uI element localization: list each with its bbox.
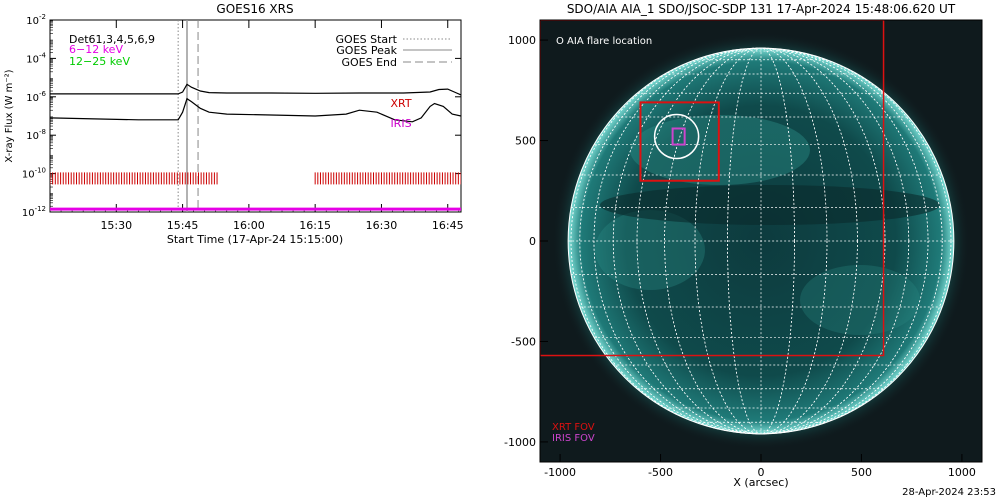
legend-goes-end: GOES End [341, 56, 397, 69]
goes-series [50, 83, 461, 123]
y-tick-label: 500 [515, 135, 536, 148]
goes-x-axis-label: Start Time (17-Apr-24 15:15:00) [167, 233, 343, 246]
x-tick-label: 15:45 [167, 219, 199, 232]
x-tick-label: 0 [758, 466, 765, 479]
legend-12-25kev: 12−25 keV [69, 55, 130, 68]
x-tick-label: 16:00 [233, 219, 265, 232]
y-tick-label: 10-2 [26, 13, 46, 27]
goes-right-legend: GOES Start GOES Peak GOES End [336, 33, 452, 69]
goes-y-axis-label: X-ray Flux (W m⁻²) [4, 69, 15, 162]
goes-series-line [50, 97, 461, 123]
active-region-east [595, 210, 705, 290]
xrt-observation-marks [50, 172, 461, 185]
x-tick-label: 1000 [948, 466, 976, 479]
goes-series-line [50, 83, 461, 96]
longitude-line [636, 47, 886, 435]
y-tick-exponent: -10 [35, 167, 46, 175]
flare-location-marker [653, 113, 700, 160]
fov-box [671, 127, 686, 146]
fov-box [639, 101, 720, 182]
active-region-north [630, 115, 810, 185]
goes-panel: GOES16 XRS 10-12 10-10 10-8 10-6 10-4 10-2 15… [4, 2, 464, 246]
footer-timestamp: 28-Apr-2024 23:53 [902, 487, 996, 498]
x-tick-label: 15:30 [100, 219, 132, 232]
y-tick-label: -1000 [504, 436, 536, 449]
x-tick-label: 16:45 [432, 219, 464, 232]
y-tick-label: 10-8 [26, 128, 46, 142]
x-tick-label: 16:15 [299, 219, 331, 232]
y-tick-exponent: -12 [35, 205, 46, 213]
y-tick-exponent: -4 [39, 51, 47, 59]
y-tick-label: 1000 [508, 34, 536, 47]
y-tick-exponent: -2 [39, 13, 46, 21]
annotation-xrt: XRT [390, 97, 411, 110]
x-tick-label: 16:30 [366, 219, 398, 232]
aia-y-axis: -1000 -500 0 500 1000 [504, 34, 548, 449]
y-tick-label: 10-12 [22, 205, 46, 219]
fov-box [540, 20, 885, 357]
legend-detectors: Det61,3,4,5,6,9 [69, 33, 155, 46]
y-tick-label: 10-6 [26, 90, 46, 104]
longitude-line [694, 47, 828, 435]
x-tick-label: -500 [648, 466, 673, 479]
aia-title: SDO/AIA AIA_1 SDO/JSOC-SDP 131 17-Apr-20… [567, 2, 956, 16]
legend-6-12kev: 6−12 keV [69, 43, 123, 56]
goes-left-legend: Det61,3,4,5,6,9 6−12 keV 12−25 keV [69, 33, 155, 68]
y-tick-label: -500 [511, 335, 536, 348]
solar-limb [567, 47, 955, 435]
y-tick-exponent: -6 [39, 90, 47, 98]
fov-boxes [540, 20, 885, 357]
annotation-iris: IRIS [390, 117, 411, 130]
legend-goes-peak: GOES Peak [336, 44, 397, 57]
legend-xrt-fov: XRT FOV [552, 422, 595, 433]
active-region-south [800, 265, 920, 335]
heliographic-grid [567, 47, 955, 435]
goes-title: GOES16 XRS [216, 2, 293, 16]
legend-goes-start: GOES Start [336, 33, 398, 46]
y-tick-label: 0 [529, 235, 536, 248]
aia-x-axis: -1000 -500 0 500 1000 [544, 454, 976, 479]
aia-panel: SDO/AIA AIA_1 SDO/JSOC-SDP 131 17-Apr-20… [504, 2, 983, 489]
x-tick-label: -1000 [544, 466, 576, 479]
legend-iris-fov: IRIS FOV [552, 433, 595, 444]
x-tick-label: 500 [851, 466, 872, 479]
aia-x-axis-label: X (arcsec) [733, 476, 788, 489]
dark-lane [600, 185, 940, 225]
y-tick-label: 10-10 [22, 167, 46, 181]
y-tick-label: 10-4 [26, 51, 46, 65]
flare-location-legend: O AIA flare location [556, 36, 652, 47]
y-tick-exponent: -8 [39, 128, 46, 136]
